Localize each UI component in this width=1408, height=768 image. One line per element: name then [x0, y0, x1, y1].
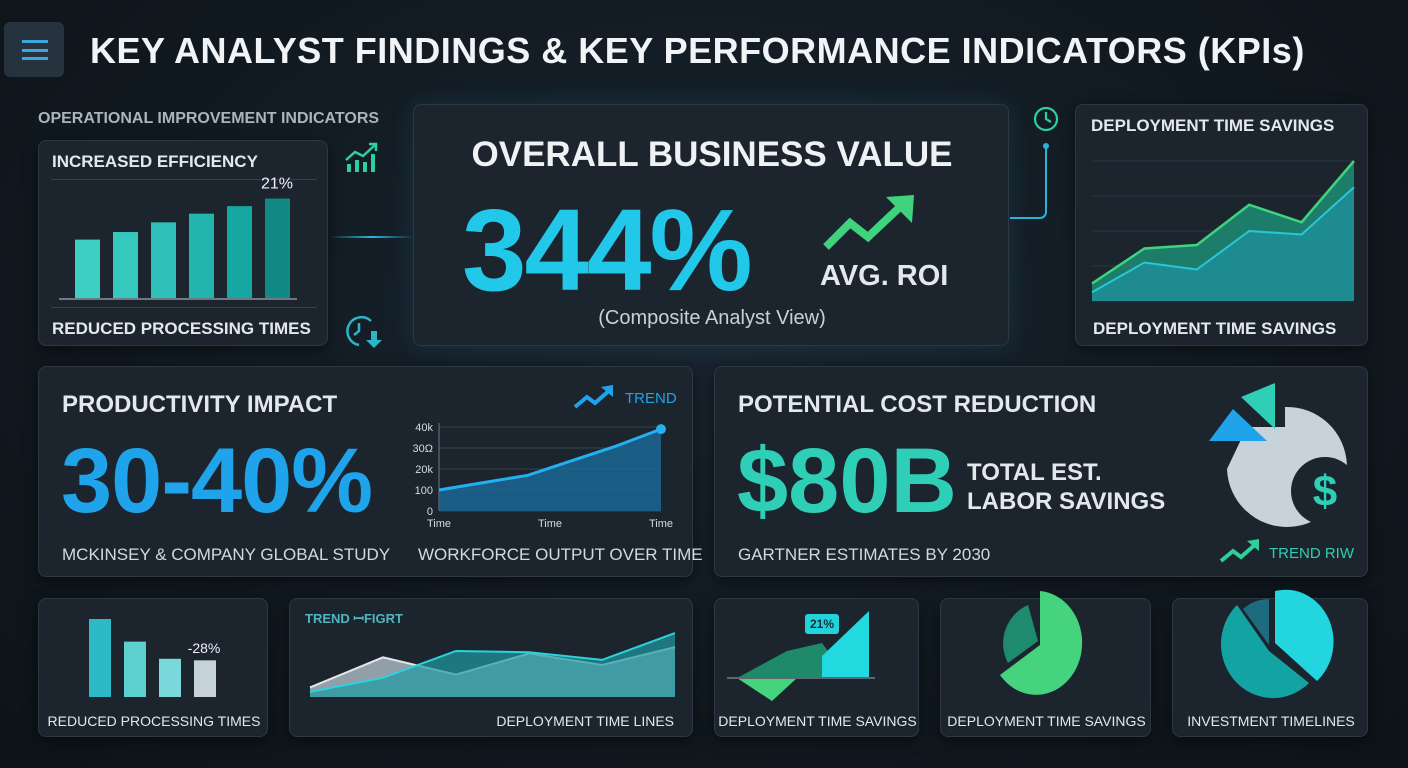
y-tick-label: 30Ω	[413, 443, 433, 455]
bar	[113, 232, 138, 299]
roi-metric-label: AVG. ROI	[820, 260, 949, 292]
savings-pie-chart	[1000, 591, 1083, 695]
source-label: GARTNER ESTIMATES BY 2030	[738, 545, 991, 564]
trend-label: TREND ꟷFIGRT	[305, 611, 403, 626]
trend-arrow-icon	[1219, 539, 1259, 563]
bar-data-label: 21%	[261, 176, 293, 193]
area-positive-dark	[737, 643, 847, 678]
card-footer: DEPLOYMENT TIME SAVINGS	[1093, 319, 1337, 338]
card-label: INVESTMENT TIMELINES	[1187, 713, 1355, 729]
y-tick-label: 0	[427, 506, 433, 518]
bar	[151, 222, 176, 299]
y-tick-label: 20k	[415, 464, 433, 476]
business-value-card: OVERALL BUSINESS VALUE 344% AVG. ROI (Co…	[413, 104, 1009, 346]
card-label: DEPLOYMENT TIME LINES	[496, 713, 674, 729]
menu-button[interactable]	[4, 22, 64, 77]
area-series-2	[310, 633, 675, 697]
y-tick-label: 40k	[415, 422, 433, 434]
card-label: REDUCED PROCESSING TIMES	[47, 713, 261, 729]
cost-card: POTENTIAL COST REDUCTION $80B TOTAL EST.…	[714, 366, 1368, 577]
cost-value: $80B	[737, 430, 957, 532]
card-label: DEPLOYMENT TIME SAVINGS	[947, 713, 1146, 729]
area-positive	[822, 611, 869, 678]
timelines-area-chart	[309, 632, 676, 697]
trend-arrow-icon	[573, 385, 613, 409]
roi-value: 344%	[462, 185, 753, 315]
line-series-2	[309, 632, 676, 693]
area-negative	[737, 678, 797, 701]
productivity-card: PRODUCTIVITY IMPACT 30-40% MCKINSEY & CO…	[38, 366, 703, 577]
card-title: INCREASED EFFICIENCY	[52, 152, 258, 171]
clock-icon	[1033, 106, 1059, 132]
pie-slice-dark	[1003, 605, 1038, 663]
x-tick-label: Time	[538, 518, 562, 530]
bar	[194, 660, 216, 697]
page-title: KEY ANALYST FINDINGS & KEY PERFORMANCE I…	[90, 30, 1305, 71]
cost-desc-line1: TOTAL EST.	[967, 459, 1102, 486]
card-title: POTENTIAL COST REDUCTION	[738, 391, 1097, 418]
card-subtitle: (Composite Analyst View)	[598, 307, 826, 329]
data-line	[438, 427, 662, 492]
pie-slice-blue	[1209, 409, 1267, 441]
area-series-2	[1092, 187, 1354, 301]
bar	[265, 198, 290, 299]
card-label: DEPLOYMENT TIME SAVINGS	[718, 713, 917, 729]
bar	[159, 658, 181, 697]
trend-up-arrow-icon	[823, 195, 914, 250]
workforce-line-chart: 0 100 20k 30Ω 40k Time Time Time	[413, 422, 673, 530]
end-point	[656, 424, 666, 435]
pie-slice-dark	[1243, 599, 1269, 645]
savings-pie-card: DEPLOYMENT TIME SAVINGS	[940, 591, 1151, 737]
hamburger-menu-icon	[22, 40, 48, 60]
pie-slice-cyan	[1275, 589, 1334, 681]
bar-data-label: -28%	[188, 640, 221, 656]
card-title: DEPLOYMENT TIME SAVINGS	[1091, 116, 1335, 135]
growth-chart-icon	[345, 142, 378, 172]
deployment-area-chart	[1091, 160, 1355, 302]
savings-card: 21% DEPLOYMENT TIME SAVINGS	[714, 598, 919, 737]
bar	[124, 641, 146, 697]
pie-slice-teal	[1241, 383, 1275, 429]
chart-caption: WORKFORCE OUTPUT OVER TIME	[418, 545, 703, 564]
bar	[89, 619, 111, 697]
investment-pie-chart	[1221, 589, 1334, 699]
bar	[227, 206, 252, 299]
processing-card: -28% REDUCED PROCESSING TIMES	[38, 598, 268, 737]
timelines-card: TREND ꟷFIGRT DEPLOYMENT TIME LINES	[289, 598, 693, 737]
investment-card: INVESTMENT TIMELINES	[1172, 589, 1368, 737]
trend-label: TREND RIW	[1269, 545, 1354, 562]
card-title: PRODUCTIVITY IMPACT	[62, 391, 338, 418]
x-tick-label: Time	[649, 518, 673, 530]
section-title: OPERATIONAL IMPROVEMENT INDICATORS	[38, 110, 380, 127]
deployment-card: DEPLOYMENT TIME SAVINGS DEPLOYMENT TIME …	[1075, 104, 1368, 346]
savings-area-chart	[727, 611, 875, 701]
x-tick-label: Time	[427, 518, 451, 530]
connector-line	[1010, 143, 1049, 219]
pie-slice-main	[1221, 605, 1309, 699]
cost-desc-line2: LABOR SAVINGS	[967, 488, 1166, 515]
efficiency-bar-chart: 21%	[59, 176, 297, 300]
source-label: MCKINSEY & COMPANY GLOBAL STUDY	[62, 545, 391, 564]
cost-pie-chart: $	[1209, 383, 1359, 527]
card-title: OVERALL BUSINESS VALUE	[471, 135, 953, 174]
line-series-1	[1091, 160, 1355, 285]
clock-reduce-icon	[346, 316, 382, 348]
pie-slice-main	[1000, 591, 1083, 695]
productivity-value: 30-40%	[61, 430, 373, 532]
processing-bar-chart: -28%	[89, 619, 221, 697]
line-series-2	[1091, 186, 1355, 294]
bar	[189, 213, 214, 299]
callout-badge: 21%	[805, 614, 840, 634]
y-tick-label: 100	[415, 485, 433, 497]
card-footer: REDUCED PROCESSING TIMES	[52, 319, 311, 338]
dollar-icon: $	[1313, 467, 1337, 516]
efficiency-card: INCREASED EFFICIENCY 21% REDUCED PROCESS…	[38, 140, 328, 346]
bar	[75, 239, 100, 299]
trend-label: TREND	[625, 390, 677, 407]
